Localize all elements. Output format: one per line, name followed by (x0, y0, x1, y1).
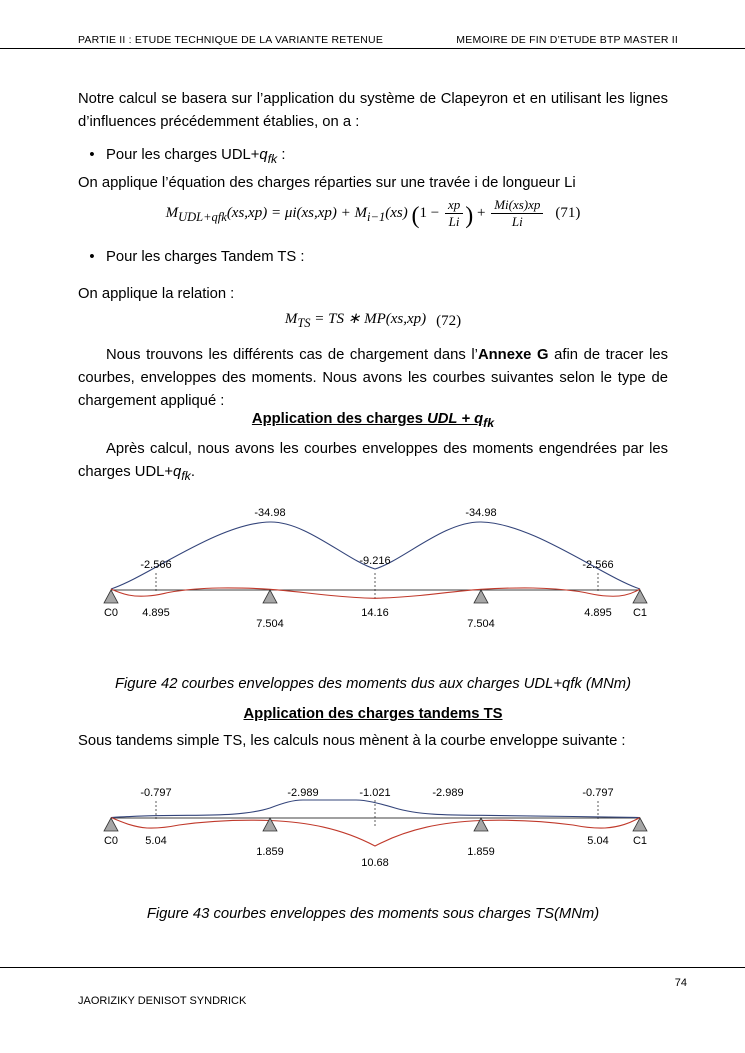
svg-text:C1: C1 (633, 835, 647, 847)
svg-text:14.16: 14.16 (361, 607, 389, 619)
svg-text:-0.797: -0.797 (582, 787, 613, 799)
svg-text:1.859: 1.859 (467, 846, 495, 858)
svg-text:-34.98: -34.98 (254, 507, 285, 519)
svg-text:C0: C0 (104, 607, 118, 619)
svg-text:-9.216: -9.216 (359, 555, 390, 567)
svg-text:-2.989: -2.989 (287, 787, 318, 799)
svg-text:4.895: 4.895 (142, 607, 170, 619)
svg-text:4.895: 4.895 (584, 607, 612, 619)
svg-text:-0.797: -0.797 (140, 787, 171, 799)
svg-text:5.04: 5.04 (145, 835, 166, 847)
svg-text:1.859: 1.859 (256, 846, 284, 858)
svg-text:C0: C0 (104, 835, 118, 847)
svg-text:7.504: 7.504 (467, 618, 495, 630)
svg-text:-2.566: -2.566 (582, 559, 613, 571)
svg-text:-34.98: -34.98 (465, 507, 496, 519)
svg-text:-2.566: -2.566 (140, 559, 171, 571)
svg-text:10.68: 10.68 (361, 857, 389, 869)
svg-text:-2.989: -2.989 (432, 787, 463, 799)
svg-text:-1.021: -1.021 (359, 787, 390, 799)
svg-text:5.04: 5.04 (587, 835, 608, 847)
svg-text:7.504: 7.504 (256, 618, 284, 630)
svg-text:C1: C1 (633, 607, 647, 619)
